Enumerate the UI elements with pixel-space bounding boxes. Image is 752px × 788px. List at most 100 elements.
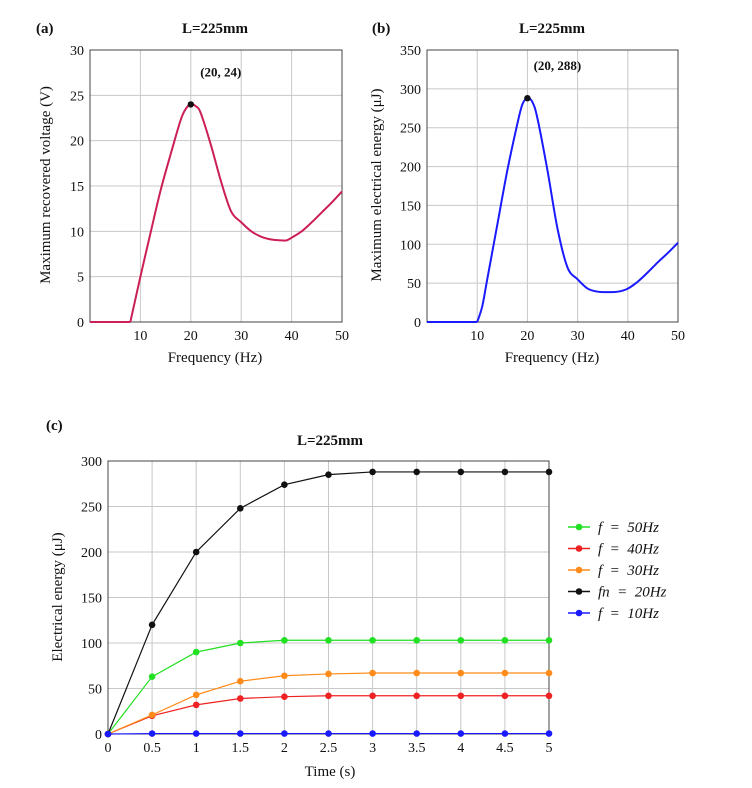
chart-b-ytick-label: 200 bbox=[400, 161, 421, 176]
legend-label: f = 10Hz bbox=[598, 606, 659, 622]
chart-a-ytick-label: 30 bbox=[70, 44, 84, 59]
chart-a-xtick-label: 30 bbox=[234, 329, 248, 344]
chart-c-xtick-label: 4 bbox=[457, 741, 464, 756]
chart-b-xtick-label: 20 bbox=[520, 329, 534, 344]
chart-c-point bbox=[457, 692, 465, 700]
chart-b-xtick-label: 10 bbox=[470, 329, 484, 344]
chart-c-point bbox=[237, 677, 244, 685]
chart-a-xtick-label: 50 bbox=[335, 329, 349, 344]
chart-c-title: L=225mm bbox=[297, 433, 364, 449]
chart-c-xtick-label: 1.5 bbox=[232, 741, 250, 756]
chart-b-line bbox=[476, 97, 679, 323]
chart-a-title: L=225mm bbox=[182, 21, 249, 37]
chart-a-xlabel: Frequency (Hz) bbox=[168, 350, 263, 366]
chart-c-ytick-label: 50 bbox=[88, 683, 102, 698]
chart-b-frame bbox=[426, 49, 679, 323]
legend-marker bbox=[575, 609, 583, 617]
chart-c-xtick-label: 5 bbox=[546, 741, 553, 756]
chart-c-ytick-label: 0 bbox=[95, 728, 102, 743]
chart-a-xtick-label: 40 bbox=[285, 329, 299, 344]
chart-c-xtick-label: 0.5 bbox=[143, 741, 161, 756]
chart-c-xtick-label: 4.5 bbox=[496, 741, 514, 756]
chart-a-ytick-label: 20 bbox=[70, 135, 84, 150]
chart-c-point bbox=[501, 636, 509, 644]
chart-c-point bbox=[545, 730, 553, 737]
legend-marker bbox=[575, 545, 583, 552]
chart-b-ytick-label: 100 bbox=[400, 238, 421, 253]
chart-c-point bbox=[457, 669, 465, 677]
chart-c-point bbox=[104, 730, 112, 738]
chart-c-xtick-label: 3 bbox=[369, 741, 376, 756]
chart-b-xtick-label: 40 bbox=[621, 329, 635, 344]
chart-c-ytick-label: 100 bbox=[81, 637, 102, 652]
chart-b-ytick-label: 0 bbox=[414, 316, 421, 331]
chart-c-point bbox=[192, 730, 200, 737]
chart-c-point bbox=[413, 468, 421, 476]
chart-a-ytick-label: 10 bbox=[70, 225, 84, 240]
chart-b-ytick-label: 150 bbox=[400, 199, 421, 214]
chart-c-point bbox=[501, 730, 509, 737]
chart-a-ytick-label: 25 bbox=[70, 89, 84, 104]
chart-b-xlabel: Frequency (Hz) bbox=[505, 350, 600, 366]
chart-c-point bbox=[192, 691, 200, 699]
chart-c-point bbox=[237, 505, 244, 512]
chart-c-point bbox=[237, 639, 244, 647]
chart-c-point bbox=[192, 548, 200, 556]
chart-c-point bbox=[237, 695, 244, 702]
chart-c-point bbox=[148, 673, 156, 680]
chart-c-point bbox=[281, 693, 288, 700]
chart-b-peak-marker bbox=[524, 94, 531, 102]
chart-c-point bbox=[192, 701, 200, 709]
chart-b-ytick-label: 50 bbox=[407, 277, 421, 292]
chart-c-point bbox=[545, 669, 553, 677]
chart-a: 10 20 30 40 50 0 5 10 15 20 25 30 bbox=[70, 44, 349, 344]
chart-c-point bbox=[501, 669, 509, 677]
legend-marker bbox=[575, 588, 583, 595]
chart-c-point bbox=[192, 648, 200, 656]
chart-c-point bbox=[501, 692, 509, 700]
chart-a-line bbox=[129, 103, 343, 323]
chart-c-point bbox=[281, 672, 288, 680]
chart-c-legend: f = 50Hz f = 40Hz f = 30Hz fn = 20Hz f = 10H… bbox=[568, 520, 667, 622]
panel-label-a: (a) bbox=[36, 21, 54, 37]
chart-c-point bbox=[413, 636, 421, 644]
chart-b: 10 20 30 40 50 0 50 100 150 200 250 300 350 bbox=[400, 44, 685, 344]
chart-b-ytick-label: 250 bbox=[400, 122, 421, 137]
chart-a-ytick-label: 0 bbox=[77, 316, 84, 331]
panel-label-b: (b) bbox=[372, 21, 390, 37]
chart-b-ytick-label: 350 bbox=[400, 44, 421, 59]
legend-label: f = 30Hz bbox=[598, 563, 659, 579]
chart-b-xtick-label: 50 bbox=[671, 329, 685, 344]
chart-c-xtick-label: 0 bbox=[105, 741, 112, 756]
chart-c-point bbox=[237, 730, 244, 737]
legend-label: fn = 20Hz bbox=[598, 585, 667, 601]
chart-c-ytick-label: 200 bbox=[81, 546, 102, 561]
chart-a-frame bbox=[89, 49, 343, 323]
chart-a-peak-annotation: (20, 24) bbox=[200, 64, 241, 79]
chart-c-point bbox=[545, 692, 553, 700]
chart-c-point bbox=[413, 692, 421, 700]
chart-a-ytick-label: 15 bbox=[70, 180, 84, 195]
chart-a-ytick-label: 5 bbox=[77, 271, 84, 286]
chart-c-xtick-label: 2 bbox=[281, 741, 288, 756]
chart-c-ytick-label: 150 bbox=[81, 592, 102, 607]
legend-label: f = 40Hz bbox=[598, 542, 659, 558]
chart-b-ylabel: Maximum electrical energy (μJ) bbox=[369, 88, 385, 281]
chart-c-point bbox=[148, 621, 156, 629]
chart-c-point bbox=[501, 468, 509, 476]
chart-c-ytick-label: 250 bbox=[81, 501, 102, 516]
legend-label: f = 50Hz bbox=[598, 520, 659, 536]
chart-c-xtick-label: 2.5 bbox=[320, 741, 338, 756]
chart-a-xtick-label: 10 bbox=[133, 329, 147, 344]
chart-c-point bbox=[148, 730, 156, 737]
chart-c-point bbox=[369, 730, 376, 737]
chart-b-ytick-label: 300 bbox=[400, 83, 421, 98]
chart-c-point bbox=[457, 636, 465, 644]
panel-label-c: (c) bbox=[46, 418, 63, 434]
chart-c-ylabel: Electrical energy (μJ) bbox=[50, 532, 66, 661]
chart-c-point bbox=[369, 692, 376, 700]
chart-c-point bbox=[369, 669, 376, 677]
chart-c-point bbox=[325, 636, 332, 644]
chart-a-peak-marker bbox=[187, 101, 194, 108]
